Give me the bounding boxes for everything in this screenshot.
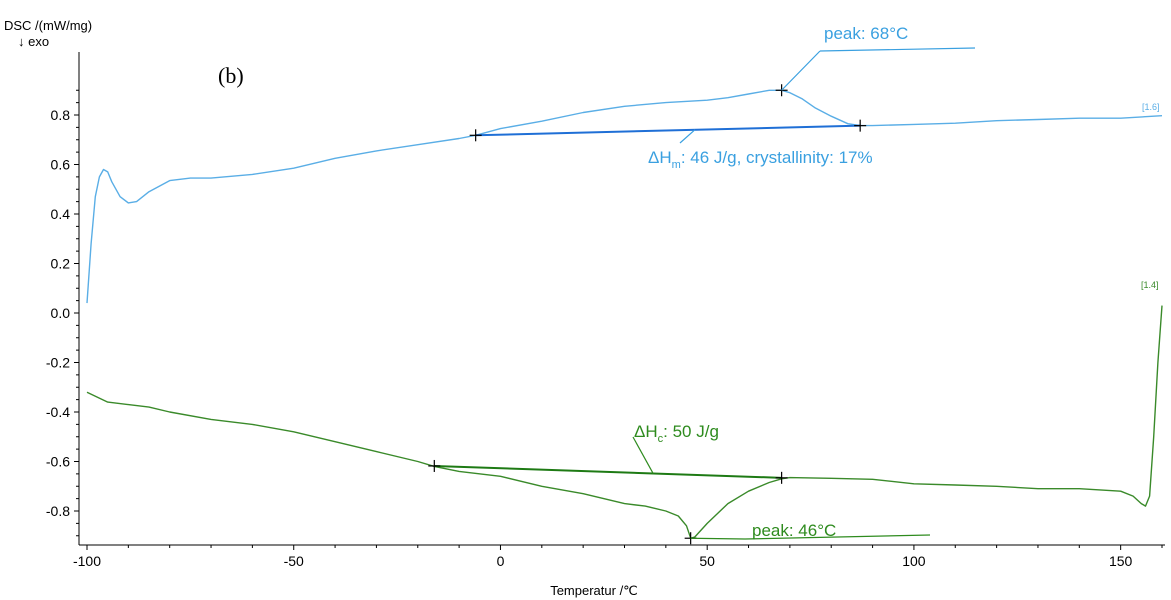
y-tick-label: 0.8 xyxy=(51,107,71,123)
integration-baseline-1 xyxy=(475,124,861,137)
evaluation-marker xyxy=(854,119,867,132)
series-layer xyxy=(86,89,1163,539)
y-axis-title: DSC /(mW/mg) xyxy=(4,18,92,33)
cryst-enthalpy-leader xyxy=(632,436,654,474)
axis-ticks: -100 -50 0 50 100 150 0.8 0.6 0.4 0.2 0.0 -0.2 -0.4 -… xyxy=(46,89,1163,569)
annotation-leaders xyxy=(632,47,976,540)
melt-peak-leader-tail xyxy=(819,47,976,52)
series-1-end-tag: [1.6] xyxy=(1142,102,1160,112)
cryst-enthalpy-rest: : 50 J/g xyxy=(663,422,719,441)
dsc-curve-1 xyxy=(86,89,1163,304)
marker-layer xyxy=(428,84,867,545)
cryst-enthalpy-annotation: ΔHc: 50 J/g xyxy=(634,422,719,445)
x-tick-label: -50 xyxy=(284,553,304,569)
x-tick-label: 50 xyxy=(699,553,715,569)
x-tick-label: 100 xyxy=(902,553,926,569)
y-tick-label: -0.8 xyxy=(46,503,70,519)
y-tick-label: -0.2 xyxy=(46,355,70,371)
melt-peak-leader xyxy=(781,50,821,91)
x-tick-label: 150 xyxy=(1109,553,1133,569)
y-tick-label: 0.0 xyxy=(51,305,71,321)
integration-baseline-2 xyxy=(434,464,782,479)
evaluation-marker xyxy=(428,459,441,472)
melt-enthalpy-prefix: ΔH xyxy=(648,148,672,167)
series-2-end-tag: [1.4] xyxy=(1141,280,1159,290)
cryst-peak-annotation: peak: 46°C xyxy=(752,521,836,540)
cryst-peak-leader xyxy=(690,537,746,540)
cryst-enthalpy-prefix: ΔH xyxy=(634,422,658,441)
melt-peak-annotation: peak: 68°C xyxy=(824,24,908,43)
evaluation-marker xyxy=(469,129,482,142)
y-tick-label: 0.6 xyxy=(51,157,71,173)
y-tick-label: 0.4 xyxy=(51,206,71,222)
cryst-peak-leader-tail xyxy=(744,534,931,540)
melt-enthalpy-sub: m xyxy=(672,159,681,171)
x-tick-label: -100 xyxy=(73,553,101,569)
x-axis-title: Temperatur /℃ xyxy=(550,583,638,598)
y-axis-exo-label: ↓ exo xyxy=(18,34,49,49)
y-tick-label: 0.2 xyxy=(51,256,71,272)
melt-enthalpy-rest: : 46 J/g, crystallinity: 17% xyxy=(681,148,873,167)
y-tick-label: -0.6 xyxy=(46,454,70,470)
baseline-layer xyxy=(434,124,861,479)
evaluation-marker xyxy=(775,471,788,484)
panel-label: (b) xyxy=(218,63,244,88)
dsc-curve-2 xyxy=(86,305,1163,539)
x-tick-label: 0 xyxy=(497,553,505,569)
cryst-enthalpy-sub: c xyxy=(658,433,664,445)
melt-enthalpy-annotation: ΔHm: 46 J/g, crystallinity: 17% xyxy=(648,148,873,171)
melt-enthalpy-leader xyxy=(679,129,696,144)
y-tick-label: -0.4 xyxy=(46,404,70,420)
